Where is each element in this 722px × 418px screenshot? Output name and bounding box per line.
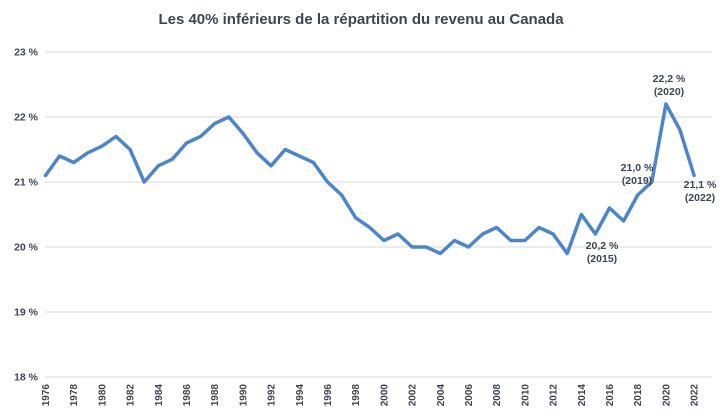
x-axis-tick-label: 2012	[549, 384, 560, 407]
y-axis-tick-label: 21 %	[14, 177, 39, 189]
x-axis-tick-label: 1980	[97, 384, 108, 407]
annotation-value: 21,0 %	[621, 162, 654, 174]
x-axis-tick-label: 1998	[351, 384, 362, 407]
data-label-annotation: 21,0 % (2019)	[621, 162, 654, 187]
x-axis-tick-label: 1996	[323, 384, 334, 407]
x-axis-tick-label: 2020	[661, 384, 672, 407]
data-series-line	[43, 102, 696, 256]
chart-title: Les 40% inférieurs de la répartition du …	[158, 11, 564, 28]
annotation-year: (2019)	[622, 175, 652, 187]
y-axis-tick-label: 19 %	[14, 307, 39, 319]
x-axis-tick-label: 2000	[379, 384, 390, 407]
x-axis-tick-label: 2016	[605, 384, 616, 407]
x-axis-tick-label: 1994	[295, 384, 306, 407]
data-label-annotation: 20,2 % (2015)	[586, 240, 619, 265]
x-axis-tick-label: 2002	[408, 384, 419, 407]
x-axis-tick-label: 1978	[69, 384, 80, 407]
x-axis-tick-label: 1976	[41, 384, 52, 407]
x-axis-tick-label: 2022	[690, 384, 701, 407]
y-axis-tick-label: 22 %	[14, 112, 39, 124]
y-axis-tick-label: 23 %	[14, 47, 39, 59]
x-axis-tick-label: 2004	[436, 384, 447, 407]
x-axis-tick-label: 1982	[126, 384, 137, 407]
data-label-annotation: 21,1 % (2022)	[684, 179, 717, 204]
annotation-year: (2015)	[587, 253, 617, 265]
x-axis-tick-label: 2014	[577, 384, 588, 407]
x-axis-tick-label: 2010	[520, 384, 531, 407]
annotation-year: (2020)	[654, 86, 684, 98]
annotation-value: 21,1 %	[684, 179, 717, 191]
annotation-value: 22,2 %	[653, 73, 686, 85]
annotation-year: (2022)	[685, 192, 715, 204]
x-axis-tick-label: 2018	[633, 384, 644, 407]
x-axis-tick-label: 2006	[464, 384, 475, 407]
y-axis-tick-label: 18 %	[14, 372, 39, 384]
x-axis-tick-label: 1990	[238, 384, 249, 407]
x-axis-tick-label: 1986	[182, 384, 193, 407]
y-axis-tick-label: 20 %	[14, 242, 39, 254]
x-axis-tick-label: 1992	[267, 384, 278, 407]
x-axis-tick-label: 2008	[492, 384, 503, 407]
x-axis-tick-label: 1984	[154, 384, 165, 407]
x-axis-tick-label: 1988	[210, 384, 221, 407]
annotation-value: 20,2 %	[586, 240, 619, 252]
data-label-annotation: 22,2 % (2020)	[653, 73, 686, 98]
